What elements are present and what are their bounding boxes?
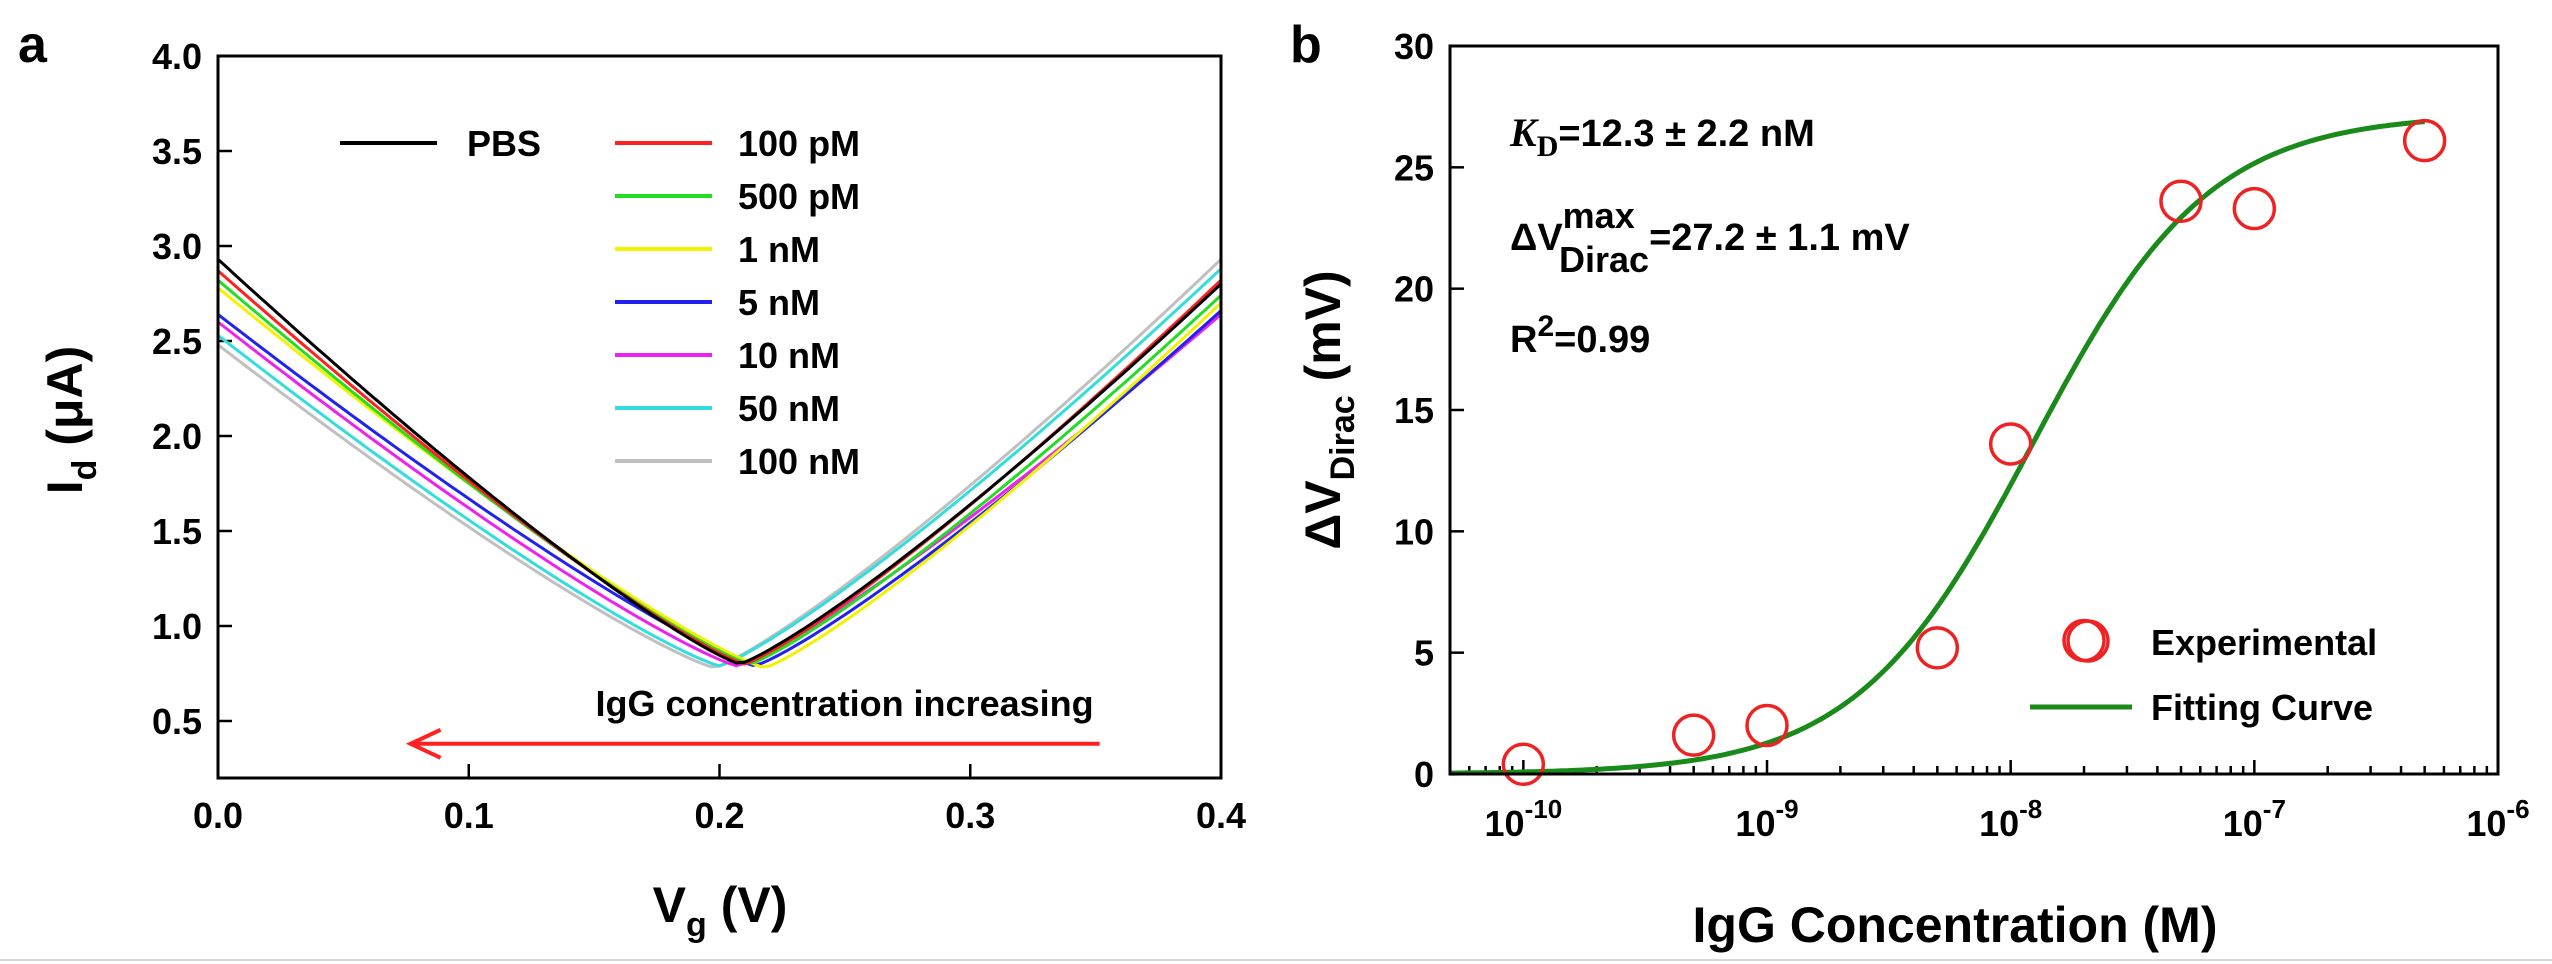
experimental-point	[1988, 422, 2033, 466]
experimental-point	[2159, 179, 2203, 224]
legend-label-50-nm: 50 nM	[738, 388, 840, 429]
panel-b-x-tick-label: 10-10	[1485, 794, 1563, 844]
panel-a-x-axis-label: Vg (V)	[653, 877, 788, 944]
panel-b-points	[1501, 118, 2447, 787]
experimental-point	[2232, 186, 2277, 231]
panel-a-y-tick-label: 3.0	[152, 226, 202, 267]
panel-a-x-tick-label: 0.2	[694, 795, 744, 836]
panel-b-x-tick-label: 10-6	[2466, 794, 2529, 844]
panel-b-legend: Experimental Fitting Curve	[2030, 619, 2377, 728]
panel-a: a 0.0 0.1 0.2 0.3 0.4 0.5 1.0 1.5 2.0 2.5 3.0 3.5 4.…	[18, 16, 1246, 944]
experimental-point	[2402, 118, 2447, 163]
panel-a-ticks: 0.0 0.1 0.2 0.3 0.4 0.5 1.0 1.5 2.0 2.5 3.0 3.5 4.0	[152, 36, 1246, 836]
panel-a-y-tick-label: 2.5	[152, 321, 202, 362]
curve-100-nm	[217, 258, 1223, 669]
panel-a-y-axis-label: Id (μA)	[37, 346, 104, 495]
panel-a-plot-frame	[216, 54, 1223, 780]
panel-a-x-tick-label: 0.3	[945, 795, 995, 836]
panel-a-x-tick-label: 0.1	[444, 795, 494, 836]
legend-label-500-pm: 500 pM	[738, 176, 860, 217]
legend-label-100-nm: 100 nM	[738, 441, 860, 482]
concentration-arrow-head	[405, 727, 442, 760]
curve-1-nm	[217, 286, 1223, 669]
vmax-annotation: ΔVmax Dirac=27.2 ± 1.1 mV	[1510, 195, 1910, 280]
experimental-point	[1745, 703, 1789, 748]
kd-annotation: KD=12.3 ± 2.2 nM	[1509, 110, 1815, 163]
panel-b-y-axis-label: ΔVDirac (mV)	[1295, 270, 1362, 549]
panel-a-curves	[216, 258, 1223, 669]
panel-b-x-axis-label: IgG Concentration (M)	[1693, 897, 2218, 953]
concentration-annotation-text: IgG concentration increasing	[596, 683, 1094, 724]
panel-a-x-tick-label: 0.4	[1196, 795, 1246, 836]
legend-experimental-label: Experimental	[2151, 622, 2377, 663]
concentration-arrow-annotation: IgG concentration increasing	[405, 683, 1100, 760]
panel-a-y-tick-label: 1.0	[152, 606, 202, 647]
r2-annotation: R2=0.99	[1510, 310, 1650, 361]
panel-b-y-tick-label: 5	[1414, 633, 1434, 674]
panel-b-x-tick-label: 10-9	[1735, 794, 1798, 844]
curve-pbs	[216, 258, 1223, 665]
experimental-point	[1671, 713, 1716, 757]
fitting-curve-line	[1450, 119, 2425, 776]
panel-b-y-tick-label: 0	[1414, 754, 1434, 795]
panel-a-legend: PBS 100 pM 500 pM 1 nM 5 nM 10 nM 50 nM 100 nM	[340, 123, 860, 482]
legend-label-pbs: PBS	[467, 123, 541, 164]
experimental-point	[1915, 626, 1960, 670]
panel-b-y-tick-label: 25	[1394, 147, 1434, 188]
panel-b: b 0 5 10 15 20 25 30 10-10 10-9 10-8 10-7 10-6 KD=1…	[1290, 16, 2530, 953]
panel-a-y-tick-label: 1.5	[152, 511, 202, 552]
panel-a-y-tick-label: 0.5	[152, 701, 202, 742]
experimental-point	[2062, 618, 2106, 663]
panel-b-curve	[1450, 119, 2425, 776]
legend-label-100-pm: 100 pM	[738, 123, 860, 164]
panel-a-y-tick-label: 4.0	[152, 36, 202, 77]
curve-10-nm	[217, 313, 1222, 668]
panel-b-y-tick-label: 20	[1394, 269, 1434, 310]
curve-50-nm	[217, 267, 1223, 668]
panel-b-letter: b	[1290, 16, 1322, 74]
curve-5-nm	[217, 309, 1222, 668]
panel-b-x-tick-label: 10-8	[1979, 794, 2042, 844]
panel-b-y-tick-label: 10	[1394, 511, 1434, 552]
panel-b-y-tick-label: 30	[1394, 26, 1434, 67]
panel-b-y-tick-label: 15	[1394, 390, 1434, 431]
legend-label-1-nm: 1 nM	[738, 229, 820, 270]
panel-a-y-tick-label: 3.5	[152, 131, 202, 172]
panel-a-y-tick-label: 2.0	[152, 416, 202, 457]
legend-label-5-nm: 5 nM	[738, 282, 820, 323]
panel-a-letter: a	[18, 16, 48, 74]
panel-b-plot-frame	[1448, 44, 2500, 776]
panel-a-x-tick-label: 0.0	[193, 795, 243, 836]
curve-500-pm	[217, 279, 1223, 665]
legend-label-10-nm: 10 nM	[738, 335, 840, 376]
experimental-point	[1501, 742, 1546, 787]
legend-fitting-curve-label: Fitting Curve	[2151, 687, 2373, 728]
curve-100-pm	[217, 269, 1223, 666]
legend-experimental-marker	[2066, 619, 2110, 663]
panel-b-x-tick-label: 10-7	[2223, 794, 2286, 844]
